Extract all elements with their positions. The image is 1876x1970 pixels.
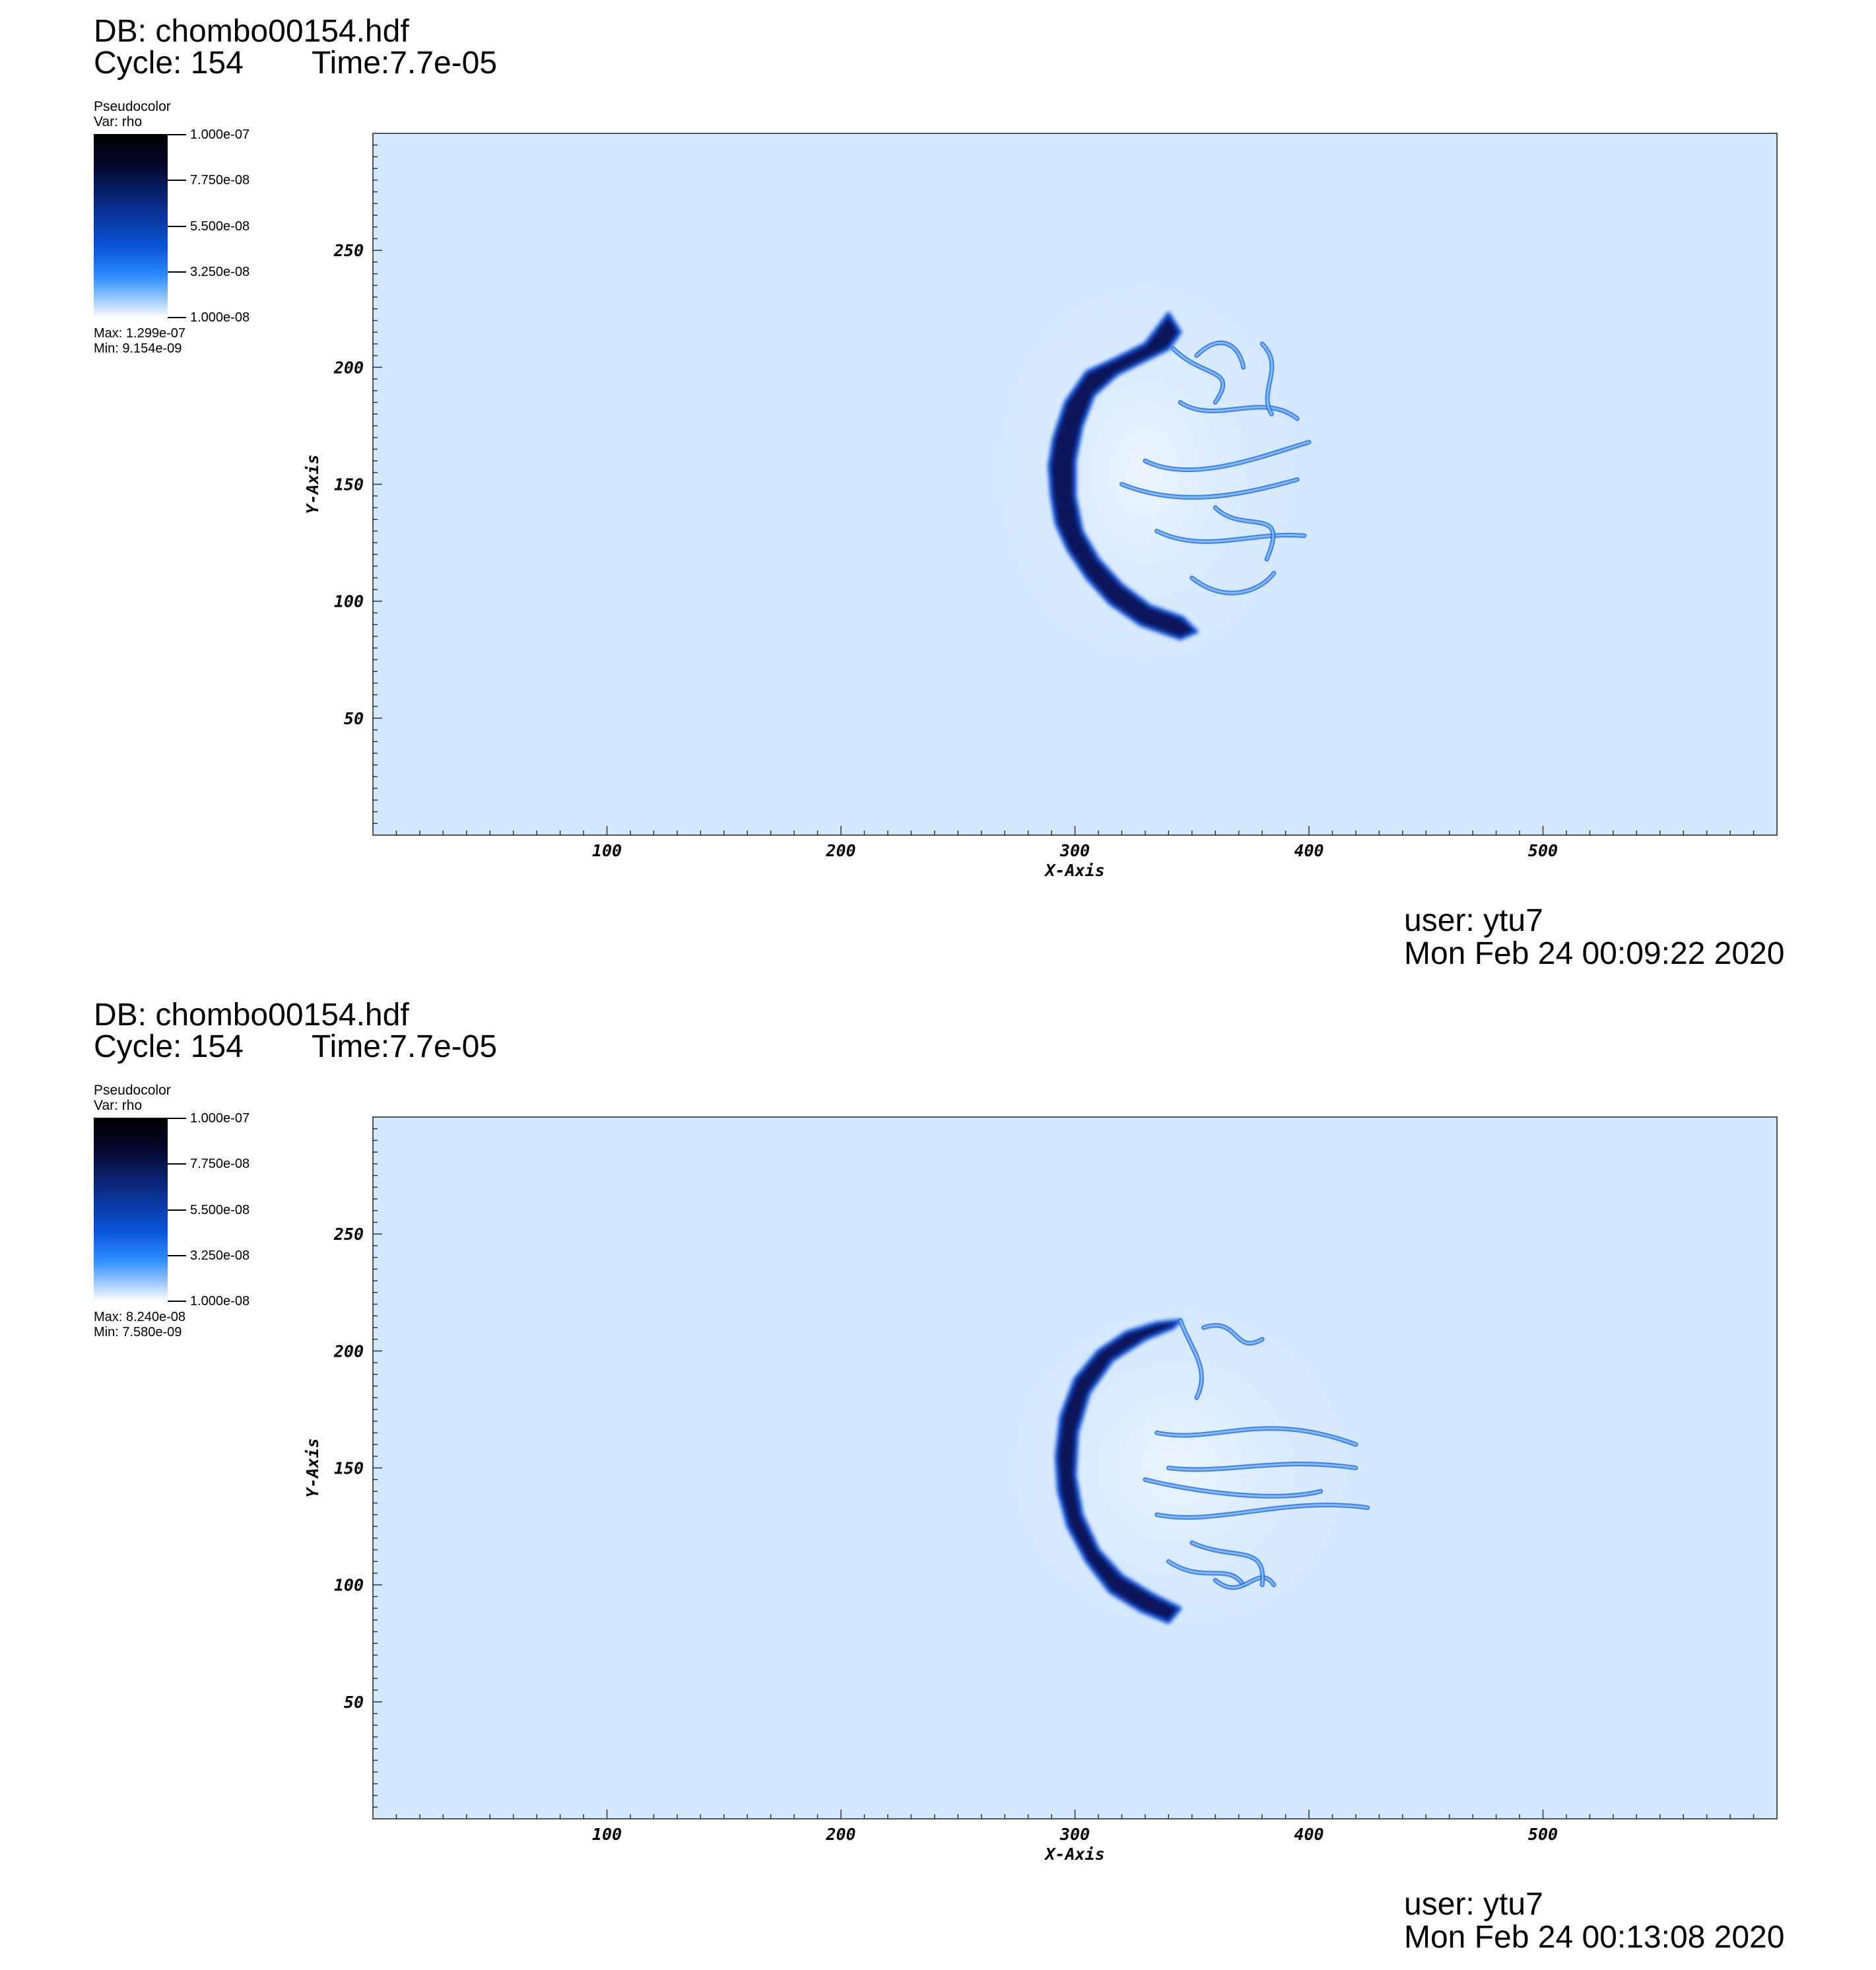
density-filament-highlight (1167, 1560, 1245, 1586)
y-tick-label: 100 (334, 592, 364, 611)
legend-tick-label: 5.500e-08 (190, 219, 250, 234)
low-density-halo (969, 250, 1321, 695)
legend-tick (168, 134, 186, 135)
density-filament-highlight (1214, 1577, 1275, 1589)
x-axis-title: X-Axis (1044, 1845, 1104, 1864)
density-filament-highlight (1214, 506, 1275, 560)
density-filament-highlight (1172, 347, 1224, 403)
heatmap-plot-2: 100 200 300 400 500 50 100 150 200 250 X-Axis Y-Axi… (303, 1116, 1778, 1864)
density-filament-highlight (1191, 572, 1275, 594)
x-tick-label: 300 (1059, 841, 1090, 860)
density-filament-highlight (1179, 1319, 1203, 1399)
y-tick-label: 250 (333, 241, 364, 260)
density-filament-highlight (1156, 1427, 1357, 1446)
cycle-label: Cycle: 154 (94, 1029, 244, 1064)
legend-var: Var: rho (94, 1098, 143, 1113)
density-filament-highlight (1191, 1542, 1264, 1586)
y-axis-title: Y-Axis (303, 1438, 322, 1497)
cycle-time-line: Cycle: 154 Time:7.7e-05 (94, 46, 497, 81)
legend-max: Max: 1.299e-07 (94, 326, 185, 341)
density-filament-highlight (1156, 529, 1306, 543)
x-tick-label: 500 (1528, 1825, 1558, 1844)
legend-min: Min: 7.580e-09 (94, 1325, 182, 1340)
y-tick-label: 200 (333, 358, 364, 377)
density-front (1054, 1318, 1182, 1624)
legend-tick-label: 7.750e-08 (190, 1157, 250, 1171)
colorbar (94, 134, 168, 318)
legend-var: Var: rho (94, 114, 143, 129)
colorbar (94, 1118, 168, 1301)
density-front (1048, 312, 1199, 640)
density-filament-highlight (1179, 401, 1298, 420)
x-axis-title: X-Axis (1044, 861, 1104, 880)
date-label: Mon Feb 24 00:13:08 2020 (1404, 1920, 1785, 1955)
x-tick-label: 100 (592, 1825, 622, 1844)
legend-min: Min: 9.154e-09 (94, 341, 182, 356)
density-filament-highlight (1156, 1504, 1369, 1518)
heatmap-plot-1: 100 200 300 400 500 50 100 150 200 250 X-Axis Y-Axi… (303, 133, 1778, 880)
x-tick-label: 200 (825, 1825, 855, 1844)
x-tick-label: 300 (1059, 1825, 1090, 1844)
user-label: user: ytu7 (1404, 903, 1543, 938)
time-label: Time:7.7e-05 (312, 46, 498, 81)
legend-tick (168, 1301, 186, 1302)
y-tick-label: 50 (344, 1693, 364, 1712)
legend-tick (168, 271, 186, 273)
legend-tick-label: 3.250e-08 (190, 265, 250, 279)
density-filament-highlight (1120, 478, 1298, 498)
legend-tick (168, 1209, 186, 1211)
x-tick-label: 200 (825, 841, 855, 860)
legend-tick (168, 1255, 186, 1256)
legend-title: Pseudocolor (94, 1083, 171, 1098)
density-filament-highlight (1195, 341, 1245, 368)
legend-tick-label: 7.750e-08 (190, 173, 250, 187)
legend-tick-label: 1.000e-07 (190, 127, 250, 142)
legend-tick (168, 1118, 186, 1119)
legend-tick-label: 1.000e-08 (190, 310, 250, 325)
density-filament-highlight (1167, 1463, 1357, 1471)
legend-tick (168, 226, 186, 227)
panel-1: DB: chombo00154.hdf Cycle: 154 Time:7.7e… (0, 0, 1876, 984)
y-axis-title: Y-Axis (303, 454, 322, 514)
legend-tick-label: 1.000e-08 (190, 1294, 250, 1308)
x-tick-label: 400 (1294, 841, 1323, 860)
db-title: DB: chombo00154.hdf (94, 998, 409, 1033)
y-tick-label: 150 (334, 475, 364, 494)
y-tick-label: 100 (334, 1576, 364, 1595)
legend-tick (168, 317, 186, 318)
y-tick-label: 200 (333, 1342, 364, 1361)
legend-title: Pseudocolor (94, 99, 171, 114)
legend-max: Max: 8.240e-08 (94, 1310, 185, 1324)
y-tick-label: 150 (334, 1459, 364, 1478)
date-label: Mon Feb 24 00:09:22 2020 (1404, 936, 1785, 971)
density-filament-highlight (1202, 1324, 1263, 1345)
legend-tick-label: 1.000e-07 (190, 1111, 250, 1126)
density-filament-highlight (1144, 1478, 1322, 1497)
user-label: user: ytu7 (1404, 1887, 1543, 1922)
legend-tick (168, 180, 186, 181)
x-tick-label: 400 (1294, 1825, 1323, 1844)
panel-2: DB: chombo00154.hdf Cycle: 154 Time:7.7e… (0, 984, 1876, 1967)
y-tick-label: 250 (333, 1225, 364, 1244)
x-tick-label: 100 (592, 841, 622, 860)
time-label: Time:7.7e-05 (312, 1029, 498, 1064)
legend-tick (168, 1163, 186, 1165)
legend-tick-label: 5.500e-08 (190, 1203, 250, 1217)
cycle-label: Cycle: 154 (94, 46, 244, 81)
density-filament-highlight (1144, 441, 1310, 471)
db-title: DB: chombo00154.hdf (94, 14, 409, 49)
x-tick-label: 500 (1528, 841, 1558, 860)
legend-tick-label: 3.250e-08 (190, 1248, 250, 1263)
y-tick-label: 50 (344, 709, 364, 728)
cycle-time-line: Cycle: 154 Time:7.7e-05 (94, 1029, 497, 1064)
density-filament-highlight (1261, 343, 1273, 415)
